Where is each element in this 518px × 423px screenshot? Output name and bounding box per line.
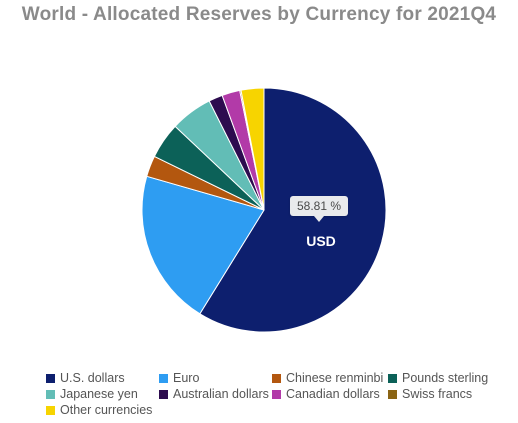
- chart-title: World - Allocated Reserves by Currency f…: [21, 4, 497, 25]
- legend-swatch: [272, 390, 281, 399]
- legend-item[interactable]: Other currencies: [46, 403, 159, 418]
- legend-swatch: [388, 374, 397, 383]
- legend-label: Japanese yen: [60, 387, 138, 401]
- legend-item[interactable]: Pounds sterling: [388, 371, 498, 386]
- legend-swatch: [46, 406, 55, 415]
- legend-swatch: [272, 374, 281, 383]
- legend-swatch: [46, 390, 55, 399]
- pie-slice-other-currencies[interactable]: [240, 87, 265, 211]
- legend-item[interactable]: Australian dollars: [159, 387, 272, 402]
- legend-label: Pounds sterling: [402, 371, 489, 385]
- legend-label: Swiss francs: [402, 387, 473, 401]
- slice-tooltip: 58.81 %: [290, 196, 349, 222]
- legend-swatch: [46, 374, 55, 383]
- legend-label: Other currencies: [60, 403, 153, 417]
- legend-item[interactable]: Canadian dollars: [272, 387, 388, 402]
- legend-item[interactable]: U.S. dollars: [46, 371, 159, 386]
- legend-label: U.S. dollars: [60, 371, 125, 385]
- legend-item[interactable]: Euro: [159, 371, 272, 386]
- legend-item[interactable]: Swiss francs: [388, 387, 498, 402]
- usd-slice-label: USD: [306, 233, 336, 249]
- pie-slice-euro[interactable]: [141, 175, 265, 315]
- legend-label: Euro: [173, 371, 200, 385]
- legend-label: Australian dollars: [173, 387, 269, 401]
- legend-label: Chinese renminbi: [286, 371, 384, 385]
- legend-item[interactable]: Chinese renminbi: [272, 371, 388, 386]
- legend-item[interactable]: Japanese yen: [46, 387, 159, 402]
- legend: U.S. dollars Euro Chinese renminbi Pounds s…: [46, 371, 506, 418]
- legend-label: Canadian dollars: [286, 387, 380, 401]
- legend-swatch: [388, 390, 397, 399]
- legend-swatch: [159, 390, 168, 399]
- legend-swatch: [159, 374, 168, 383]
